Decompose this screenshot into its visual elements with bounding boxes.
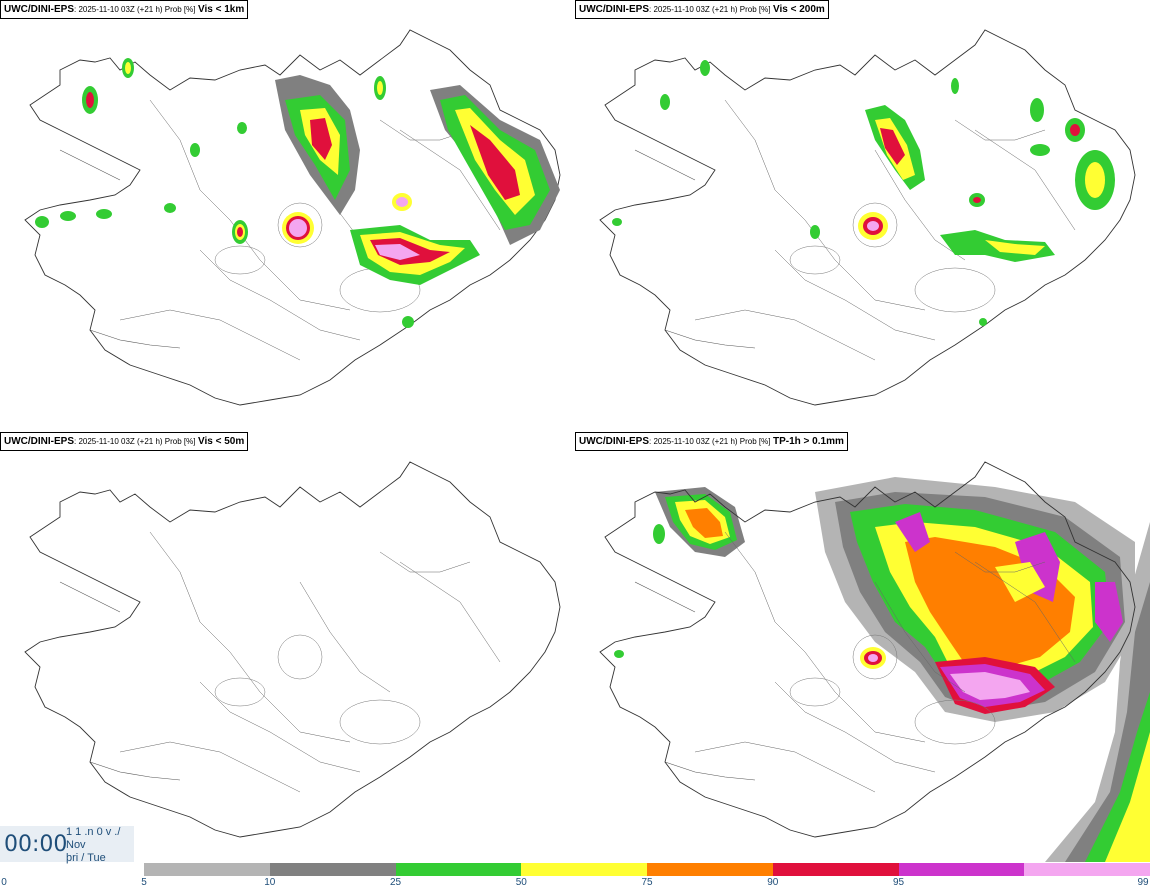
colorbar-segment	[1024, 863, 1150, 876]
panel-meta: 2025-11-10 03Z (+21 h) Prob [%]	[653, 5, 771, 14]
panel-meta: 2025-11-10 03Z (+21 h) Prob [%]	[653, 437, 771, 446]
map-vis-50m	[24, 461, 561, 838]
map-panel-vis-200m: UWC/DINI-EPS: 2025-11-10 03Z (+21 h) Pro…	[575, 0, 1150, 430]
colorbar-segment	[269, 863, 396, 876]
panel-meta-sep: :	[649, 5, 654, 14]
panel-meta-sep: :	[74, 437, 79, 446]
panel-variable: Vis < 200m	[773, 4, 825, 15]
colorbar-tick-label: 5	[141, 877, 147, 888]
prob-fields-vis-1km	[35, 58, 560, 328]
colorbar-tick-label: 90	[767, 877, 779, 888]
colorbar-tick-label: 10	[264, 877, 276, 888]
map-panel-vis-50m: UWC/DINI-EPS: 2025-11-10 03Z (+21 h) Pro…	[0, 432, 575, 862]
valid-time: 00:00	[4, 832, 68, 857]
panel-title: UWC/DINI-EPS: 2025-11-10 03Z (+21 h) Pro…	[0, 432, 249, 451]
colorbar-segment	[898, 863, 1025, 876]
map-vis-200m	[599, 29, 1136, 406]
colorbar-tick-label: 95	[892, 877, 905, 888]
colorbar-tick-label: 99	[1137, 877, 1149, 888]
panel-meta-sep: :	[649, 437, 654, 446]
prob-fields-vis-200m	[612, 60, 1115, 326]
panel-variable: TP-1h > 0.1mm	[773, 436, 844, 447]
probability-colorbar	[144, 863, 1150, 876]
date-line-3: þri / Tue	[66, 852, 106, 864]
colorbar-segment	[144, 863, 270, 876]
panel-meta-sep: :	[74, 5, 79, 14]
panel-source: UWC/DINI-EPS	[579, 436, 649, 447]
panel-title: UWC/DINI-EPS: 2025-11-10 03Z (+21 h) Pro…	[0, 0, 249, 19]
panel-source: UWC/DINI-EPS	[4, 4, 74, 15]
map-panel-vis-1km: UWC/DINI-EPS: 2025-11-10 03Z (+21 h) Pro…	[0, 0, 575, 430]
colorbar-segment	[647, 863, 773, 876]
panel-title: UWC/DINI-EPS: 2025-11-10 03Z (+21 h) Pro…	[575, 0, 829, 19]
map-vis-1km	[24, 29, 561, 406]
panel-meta: 2025-11-10 03Z (+21 h) Prob [%]	[78, 5, 196, 14]
panel-variable: Vis < 50m	[198, 436, 245, 447]
panel-title: UWC/DINI-EPS: 2025-11-10 03Z (+21 h) Pro…	[575, 432, 848, 451]
colorbar-ticks: 0 5 10 25 50 75 90 95 99	[0, 877, 1150, 891]
colorbar-segment	[772, 863, 899, 876]
colorbar-tick-label: 0	[1, 877, 7, 888]
colorbar-segment	[395, 863, 522, 876]
panel-meta: 2025-11-10 03Z (+21 h) Prob [%]	[78, 437, 196, 446]
map-tp-1h	[599, 461, 1150, 862]
panel-source: UWC/DINI-EPS	[4, 436, 74, 447]
map-panel-tp-1h: UWC/DINI-EPS: 2025-11-10 03Z (+21 h) Pro…	[575, 432, 1150, 862]
valid-date: 1 1 .n 0 v ./ Nov þri / Tue	[66, 826, 120, 865]
colorbar-tick-label: 75	[641, 877, 653, 888]
date-line-2: Nov	[66, 839, 86, 851]
panel-source: UWC/DINI-EPS	[579, 4, 649, 15]
colorbar-tick-label: 25	[389, 877, 402, 888]
colorbar-tick-label: 50	[515, 877, 527, 888]
colorbar-segment	[521, 863, 647, 876]
date-line-1: 1 1 .n 0 v ./	[66, 826, 121, 838]
time-box: 00:00 1 1 .n 0 v ./ Nov þri / Tue	[0, 826, 134, 865]
panel-variable: Vis < 1km	[198, 4, 245, 15]
prob-fields-tp-1h	[614, 477, 1150, 862]
